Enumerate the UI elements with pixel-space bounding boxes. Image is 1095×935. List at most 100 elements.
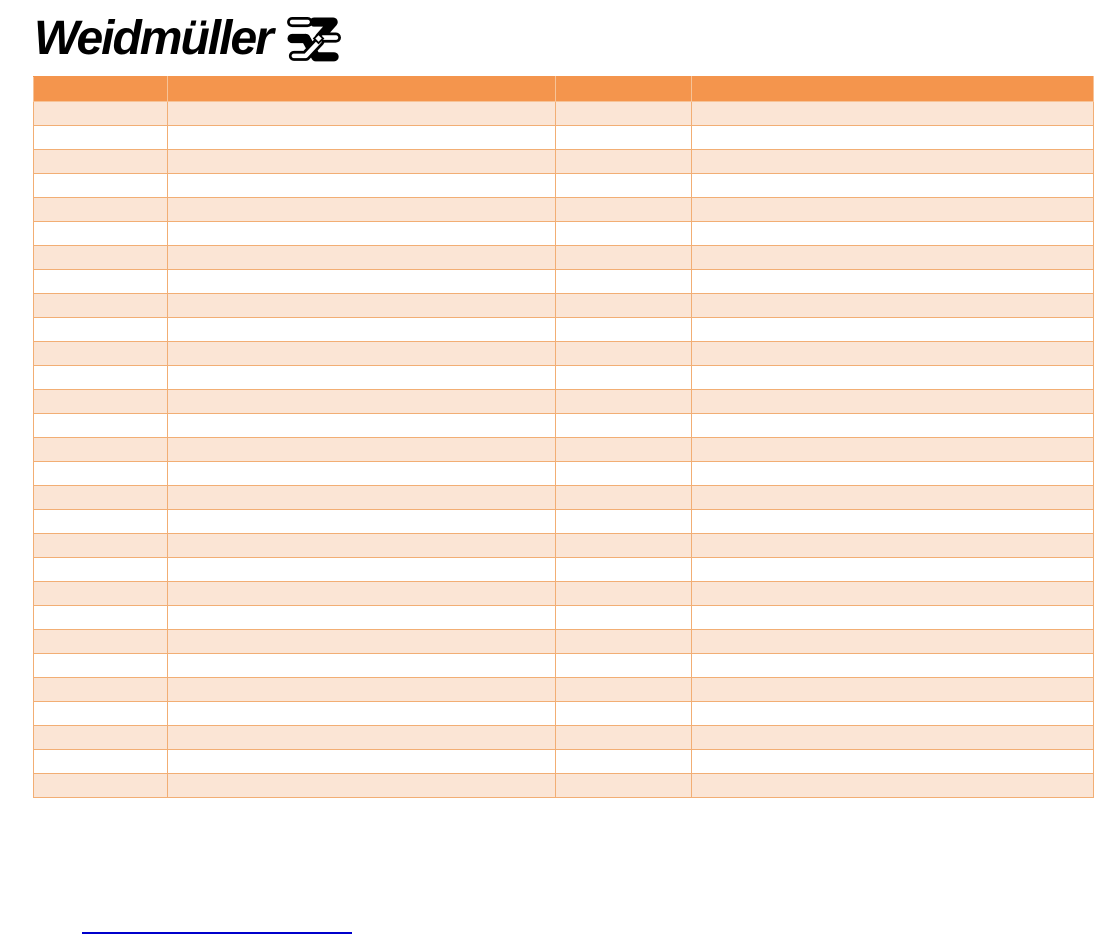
table-cell [33,605,168,630]
table-row [33,605,1094,630]
table-cell [167,701,556,726]
table-cell [555,365,692,390]
table-cell [555,725,692,750]
table-cell [555,101,692,126]
table-cell [691,197,1094,222]
table-cell [33,365,168,390]
table-cell [555,413,692,438]
table-cell [167,461,556,486]
weidmueller-wordmark: Weidmüller [34,11,274,65]
table-cell [33,701,168,726]
table-cell [33,389,168,414]
table-body [33,101,1094,798]
table-cell [555,173,692,198]
table-cell [33,485,168,510]
table-cell [691,341,1094,366]
table-row [33,557,1094,582]
table-cell [167,365,556,390]
table-cell [167,509,556,534]
weidmueller-w-mark-icon [286,17,341,62]
table-cell [33,653,168,678]
table-cell [167,581,556,606]
table-cell [691,509,1094,534]
table-cell [33,629,168,654]
table-cell [691,773,1094,798]
table-row [33,725,1094,750]
table-cell [691,533,1094,558]
table-cell [167,341,556,366]
table-cell [167,773,556,798]
table-cell [33,533,168,558]
table-cell [691,101,1094,126]
table-cell [167,293,556,318]
table-cell [555,317,692,342]
weidmueller-logo: Weidmüller [34,10,346,67]
table-cell [33,149,168,174]
table-cell [33,677,168,702]
product-table [33,76,1094,798]
table-cell [691,317,1094,342]
table-row [33,701,1094,726]
table-row [33,269,1094,294]
table-cell [691,461,1094,486]
table-row [33,677,1094,702]
table-cell [33,413,168,438]
table-cell [691,629,1094,654]
table-cell [167,317,556,342]
table-row [33,773,1094,798]
table-cell [167,125,556,150]
table-cell [33,197,168,222]
table-cell [691,365,1094,390]
table-row [33,125,1094,150]
table-row [33,629,1094,654]
table-cell [33,221,168,246]
table-row [33,581,1094,606]
footer-link[interactable] [82,918,352,934]
table-cell [33,725,168,750]
table-cell [555,701,692,726]
table-cell [691,149,1094,174]
table-row [33,413,1094,438]
table-cell [555,509,692,534]
table-cell [555,533,692,558]
table-row [33,437,1094,462]
table-cell [167,389,556,414]
table-cell [555,581,692,606]
table-row [33,533,1094,558]
table-cell [691,653,1094,678]
table-row [33,749,1094,774]
table-cell [33,173,168,198]
table-cell [691,269,1094,294]
table-cell [167,533,556,558]
table-cell [167,197,556,222]
table-cell [555,293,692,318]
table-cell [33,557,168,582]
table-cell [691,581,1094,606]
table-cell [33,461,168,486]
column-header-2 [167,76,556,102]
table-cell [691,437,1094,462]
table-cell [555,773,692,798]
table-row [33,173,1094,198]
table-cell [555,197,692,222]
table-cell [555,125,692,150]
table-cell [167,245,556,270]
table-cell [555,389,692,414]
table-cell [691,557,1094,582]
table-row [33,461,1094,486]
table-cell [555,749,692,774]
table-row [33,485,1094,510]
table-cell [691,485,1094,510]
table-cell [33,509,168,534]
table-cell [691,173,1094,198]
table-cell [33,125,168,150]
table-cell [555,653,692,678]
table-cell [691,605,1094,630]
table-cell [167,749,556,774]
table-cell [555,629,692,654]
table-cell [167,725,556,750]
table-cell [167,149,556,174]
table-cell [167,677,556,702]
table-cell [33,581,168,606]
